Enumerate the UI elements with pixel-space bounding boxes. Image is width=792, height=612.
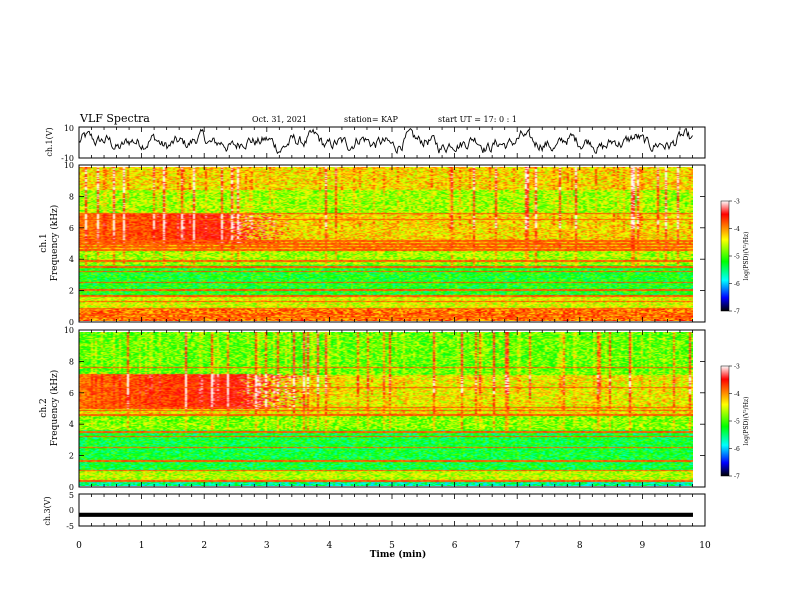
- x-tick-label: 0: [76, 541, 82, 551]
- ch1-colorbar-tick-label: -5: [734, 254, 740, 261]
- ch2-colorbar-tick-label: -3: [734, 364, 740, 371]
- ch2-spectrogram-ytick-label: 8: [69, 357, 74, 366]
- ch1-spectrogram-ytick-label: 8: [69, 192, 74, 201]
- ch2-spectrogram-ytick-label: 6: [69, 389, 74, 398]
- ch3-waveform-ticks: [78, 494, 706, 526]
- ch1-spectrogram-ytick-label: 6: [69, 224, 74, 233]
- ch3-ytick-middle: 0: [69, 506, 74, 515]
- ch2-spectrogram-ytick-label: 2: [69, 452, 74, 461]
- ch1-spectrogram-ylabel-frequency: Frequency (kHz): [49, 205, 60, 282]
- ch1-waveform-ylabel: ch.1(V): [45, 127, 54, 156]
- station-label: station= KAP: [344, 115, 399, 124]
- ch1-spectrogram-ytick-label: 4: [69, 255, 74, 264]
- x-axis-tick-labels: 0 1 2 3 4 5 6 7 8 9 10: [76, 541, 711, 551]
- ch1-waveform-panel: 10 -10 ch.1(V): [45, 124, 706, 163]
- x-tick-label: 8: [577, 541, 583, 551]
- ch2-spectrogram-ytick-label: 10: [64, 326, 74, 335]
- ch2-spectrogram-image: [79, 332, 693, 486]
- ch2-colorbar-tick-label: -4: [734, 391, 740, 398]
- x-tick-label: 3: [264, 541, 270, 551]
- ch1-spectrogram-ticks: [78, 165, 706, 322]
- date-label: Oct. 31, 2021: [252, 115, 307, 124]
- ch1-spectrogram-ytick-label: 10: [64, 161, 74, 170]
- ch1-spectrogram-yticks: 0 2 4 6 8 10: [64, 161, 705, 327]
- x-tick-label: 2: [201, 541, 207, 551]
- ch1-spectrogram-image: [79, 167, 693, 321]
- x-tick-label: 6: [452, 541, 458, 551]
- ch1-spectrogram-ytick-label: 0: [69, 318, 74, 327]
- ch1-colorbar-tick-label: -7: [734, 309, 740, 316]
- ch1-ytick-bottom: -10: [61, 154, 74, 163]
- figure-title: VLF Spectra: [79, 112, 150, 125]
- ch2-colorbar-ticks: -3 -4 -5 -6 -7: [729, 364, 740, 481]
- ch3-waveform-trace: [78, 512, 693, 517]
- ch2-colorbar-tick-label: -5: [734, 419, 740, 426]
- x-tick-label: 5: [389, 541, 395, 551]
- x-tick-label: 9: [640, 541, 646, 551]
- ch3-ytick-bottom: -5: [66, 522, 74, 531]
- ch1-waveform-ticks: [78, 127, 706, 158]
- ch2-spectrogram-ylabel-frequency: Frequency (kHz): [49, 370, 60, 447]
- ch2-colorbar-tick-label: -7: [734, 474, 740, 481]
- x-axis-label: Time (min): [370, 549, 427, 560]
- ch1-ytick-top: 10: [64, 124, 74, 133]
- ch3-ytick-top: 5: [69, 491, 74, 500]
- x-tick-label: 4: [327, 541, 333, 551]
- ch2-spectrogram-yticks: 0 2 4 6 8 10: [64, 326, 705, 492]
- ch3-waveform-panel: 5 0 -5 ch.3(V): [43, 491, 706, 531]
- ch1-colorbar-tick-label: -6: [734, 281, 740, 288]
- ch1-spectrogram-ytick-label: 2: [69, 287, 74, 296]
- ch1-colorbar-ticks: -3 -4 -5 -6 -7: [729, 199, 740, 316]
- ch2-colorbar-label: log(PSD)(V²/Hz): [743, 397, 750, 446]
- ch1-colorbar-label: log(PSD)(V²/Hz): [743, 232, 750, 281]
- ch2-spectrogram-ylabel-channel: ch.2: [39, 398, 49, 417]
- ch2-spectrogram-ytick-label: 4: [69, 420, 74, 429]
- x-tick-label: 10: [699, 541, 711, 551]
- ch2-spectrogram-ytick-label: 0: [69, 483, 74, 492]
- ch1-colorbar: -3 -4 -5 -6 -7 log(PSD)(V²/Hz): [720, 199, 750, 316]
- ch3-waveform-ylabel: ch.3(V): [43, 496, 52, 525]
- start-time-label: start UT = 17: 0 : 1: [438, 115, 517, 124]
- ch1-spectrogram-panel: 0 2 4 6 8 10 ch.1 Frequency (kHz): [39, 161, 706, 327]
- ch2-colorbar-tick-label: -6: [734, 446, 740, 453]
- ch1-colorbar-gradient: [720, 200, 730, 312]
- ch1-waveform-trace: [78, 127, 693, 155]
- ch2-spectrogram-panel: 0 2 4 6 8 10 ch.2 Frequency (kHz): [39, 326, 706, 492]
- x-tick-label: 1: [139, 541, 145, 551]
- x-tick-label: 7: [514, 541, 520, 551]
- ch2-colorbar-gradient: [720, 365, 730, 477]
- ch1-spectrogram-ylabel-channel: ch.1: [39, 233, 49, 252]
- ch1-colorbar-tick-label: -3: [734, 199, 740, 206]
- ch2-colorbar: -3 -4 -5 -6 -7 log(PSD)(V²/Hz): [720, 364, 750, 481]
- ch1-colorbar-tick-label: -4: [734, 226, 740, 233]
- ch2-spectrogram-ticks: [78, 330, 706, 487]
